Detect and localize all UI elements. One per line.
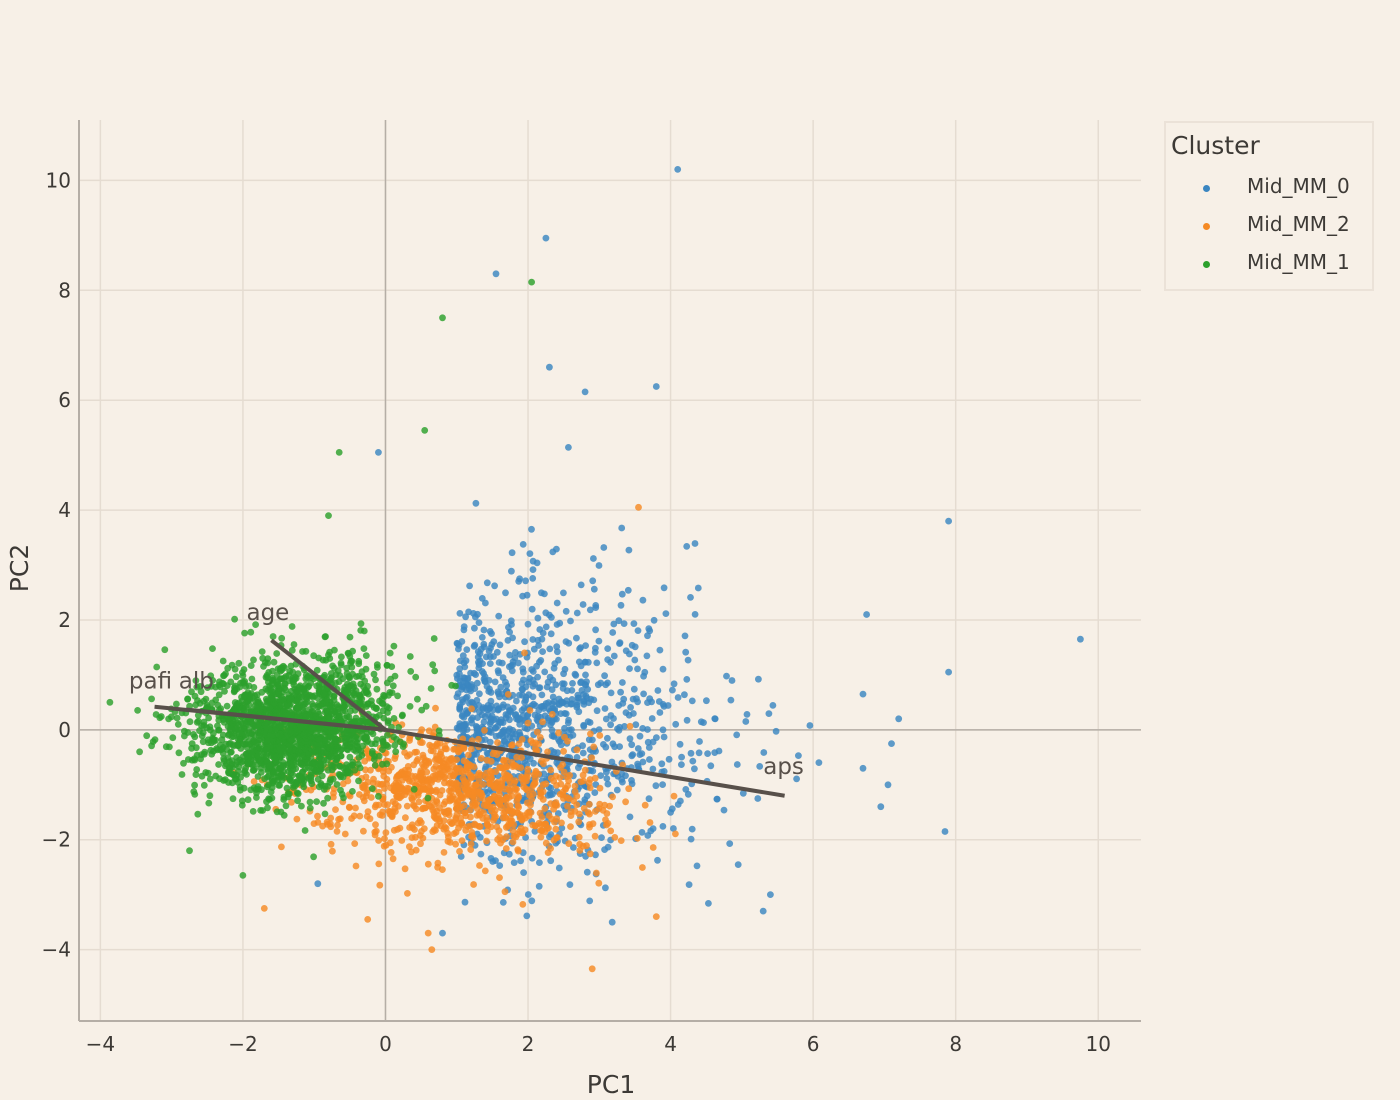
loading-vector-age (270, 638, 387, 732)
legend-label: Mid_MM_1 (1247, 250, 1350, 274)
legend-marker-icon (1203, 261, 1210, 268)
y-tick-label: 6 (58, 388, 71, 412)
legend-label: Mid_MM_0 (1247, 174, 1350, 198)
y-tick-label: 8 (58, 278, 71, 302)
y-tick-label: 2 (58, 608, 71, 632)
legend: Cluster Mid_MM_0 Mid_MM_2 Mid_MM_1 (1164, 121, 1374, 291)
scatter-points (106, 166, 1084, 973)
series-Mid_MM_0 (314, 166, 1084, 937)
grid-lines (79, 120, 1141, 1021)
x-tick-label: 6 (807, 1032, 820, 1056)
loading-vector-aps (385, 727, 785, 798)
y-tick-label: 4 (58, 498, 71, 522)
legend-item-mid-mm-1[interactable]: Mid_MM_1 (1166, 249, 1374, 279)
legend-label: Mid_MM_2 (1247, 212, 1350, 236)
y-tick-label: 10 (46, 168, 71, 192)
y-axis-title: PC2 (5, 544, 34, 592)
legend-item-mid-mm-2[interactable]: Mid_MM_2 (1166, 211, 1374, 241)
loading-label-alb: alb (179, 669, 214, 695)
y-tick-label: −2 (42, 828, 71, 852)
x-tick-label: 8 (949, 1032, 962, 1056)
x-tick-label: 2 (522, 1032, 535, 1056)
loading-vectors: pafi alb age aps (129, 600, 804, 798)
zero-lines (79, 120, 1141, 1021)
loading-label-pafi: pafi (129, 669, 172, 695)
loading-label-age: age (246, 600, 289, 626)
legend-item-mid-mm-0[interactable]: Mid_MM_0 (1166, 173, 1374, 203)
x-tick-label: 4 (664, 1032, 677, 1056)
series-Mid_MM_2 (230, 503, 679, 973)
x-tick-label: 0 (379, 1032, 392, 1056)
y-tick-label: 0 (58, 718, 71, 742)
x-tick-label: 10 (1086, 1032, 1111, 1056)
legend-marker-icon (1203, 223, 1210, 230)
loading-label-aps: aps (763, 754, 804, 780)
loading-vector-alb (185, 707, 386, 732)
x-axis-title: PC1 (587, 1070, 635, 1099)
x-tick-label: −2 (228, 1032, 257, 1056)
legend-marker-icon (1203, 185, 1210, 192)
legend-title: Cluster (1171, 131, 1260, 160)
x-tick-label: −4 (86, 1032, 115, 1056)
y-tick-label: −4 (42, 938, 71, 962)
axes: −4 −2 0 2 4 6 8 10 −4 −2 0 2 4 6 8 10 (42, 120, 1141, 1056)
